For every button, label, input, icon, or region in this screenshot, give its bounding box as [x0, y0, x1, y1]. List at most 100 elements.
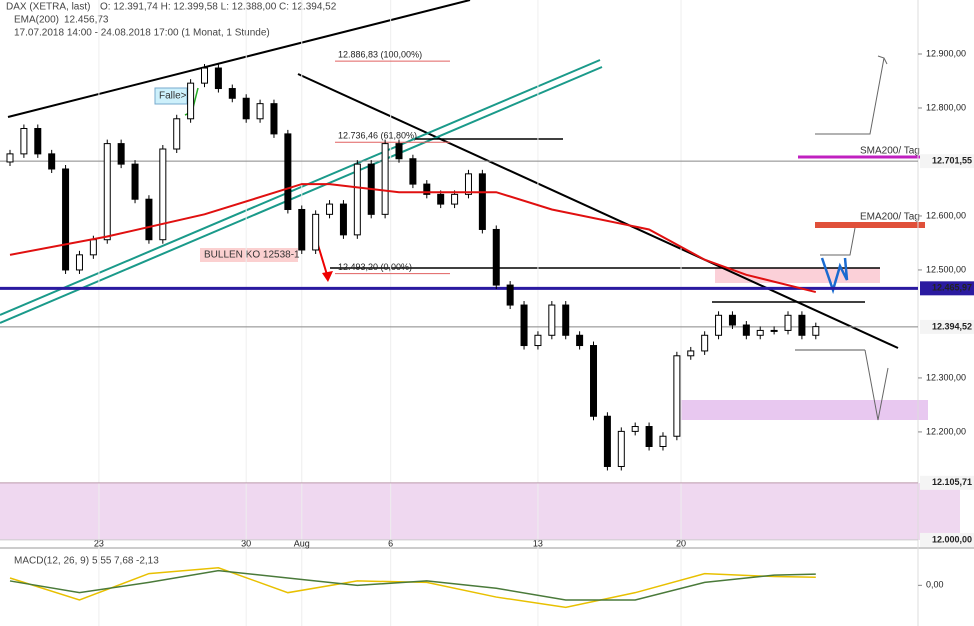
annotation: BULLEN KO 12538-1 — [204, 250, 300, 261]
header-period: 17.07.2018 14:00 - 24.08.2018 17:00 (1 M… — [14, 28, 270, 39]
level-box — [920, 532, 974, 547]
candle — [464, 173, 472, 195]
candle — [339, 203, 347, 236]
candle — [173, 118, 181, 150]
candle — [256, 103, 264, 120]
candle — [187, 82, 195, 120]
candle — [506, 284, 514, 306]
candle — [562, 304, 570, 336]
y-tick-label: 12.800,00 — [926, 102, 966, 112]
candle — [381, 143, 389, 215]
falle-box — [154, 87, 188, 105]
y-tick-label: 0,00 — [926, 580, 944, 590]
candle — [645, 426, 653, 447]
arrow — [820, 227, 856, 256]
candle — [312, 213, 320, 251]
ema-line — [9, 183, 817, 294]
x-tick-label: 23 — [94, 538, 104, 548]
macd-line — [9, 566, 816, 609]
trendline — [7, 0, 471, 118]
candle — [228, 88, 236, 99]
candle — [617, 430, 625, 467]
arrow — [877, 55, 888, 65]
candle — [75, 254, 83, 271]
candle — [798, 314, 806, 336]
candle — [131, 163, 139, 200]
fib-label: 12.736,46 (61,80%) — [338, 131, 417, 141]
y-tick-label: 12.300,00 — [926, 372, 966, 382]
zone — [675, 400, 928, 420]
candle — [284, 133, 292, 210]
candle — [659, 435, 667, 447]
candle — [201, 67, 209, 84]
candle — [145, 198, 153, 241]
header-ema-value: 12.456,73 — [64, 15, 109, 26]
candle — [687, 350, 695, 357]
macd-value: 5,55 — [92, 556, 112, 567]
level-box — [920, 475, 974, 490]
fib-label: 12.886,83 (100,00%) — [338, 49, 422, 59]
x-tick-label: 6 — [388, 538, 393, 548]
candle — [715, 314, 723, 336]
candle — [20, 127, 28, 155]
candle — [6, 153, 14, 163]
level-box — [920, 281, 974, 296]
candle — [520, 304, 528, 347]
level-label: 12.000,00 — [932, 534, 972, 544]
level-label: 12.394,52 — [932, 321, 972, 331]
candle — [603, 415, 611, 467]
x-tick-label: 30 — [241, 538, 251, 548]
candle — [492, 228, 500, 286]
candle — [423, 183, 431, 195]
candle — [478, 173, 486, 230]
candle — [214, 67, 222, 90]
x-tick-label: 20 — [676, 538, 686, 548]
level-box — [920, 154, 974, 169]
channel — [0, 66, 603, 324]
y-tick-label: 12.600,00 — [926, 210, 966, 220]
macd-value: -2,13 — [136, 556, 159, 567]
candle — [770, 329, 778, 332]
level-label: 12.105,71 — [932, 477, 972, 487]
y-tick-label: 12.200,00 — [926, 426, 966, 436]
candle — [117, 143, 125, 165]
candle — [298, 208, 306, 251]
candle — [242, 97, 250, 120]
candle — [701, 334, 709, 352]
candle — [576, 334, 584, 347]
macd-label: MACD(12, 26, 9) — [14, 556, 89, 567]
zone — [0, 483, 960, 540]
candle — [548, 304, 556, 336]
macd-value: 7,68 — [114, 556, 134, 567]
x-tick-label: Aug — [294, 538, 310, 548]
x-tick-label: 13 — [533, 538, 543, 548]
candle — [631, 426, 639, 432]
fib-label: 12.493,20 (0,00%) — [338, 262, 412, 272]
arrow — [820, 257, 849, 295]
candle — [784, 314, 792, 331]
candle — [742, 324, 750, 336]
level-label: 12.701,55 — [932, 156, 972, 166]
candle — [395, 143, 403, 160]
annotation: EMA200/ Tag — [860, 212, 920, 223]
macd-line — [9, 569, 816, 601]
candle — [673, 355, 681, 437]
ema-tag-box — [815, 222, 925, 228]
candle — [103, 143, 111, 241]
candle — [62, 168, 70, 271]
candle — [89, 239, 97, 256]
level-box — [920, 319, 974, 334]
candle — [590, 345, 598, 417]
candle — [728, 314, 736, 326]
level-label: 12.465,97 — [932, 283, 972, 293]
candle — [812, 326, 820, 336]
header-ohlc: O: 12.391,74 H: 12.399,58 L: 12.388,00 C… — [100, 2, 337, 13]
arrow — [864, 349, 889, 421]
y-tick-label: 12.500,00 — [926, 264, 966, 274]
annotation: SMA200/ Tag — [860, 146, 920, 157]
candle — [270, 103, 278, 135]
arrow — [322, 271, 333, 282]
candle — [437, 193, 445, 205]
candle — [353, 163, 361, 236]
arrow — [815, 57, 885, 135]
